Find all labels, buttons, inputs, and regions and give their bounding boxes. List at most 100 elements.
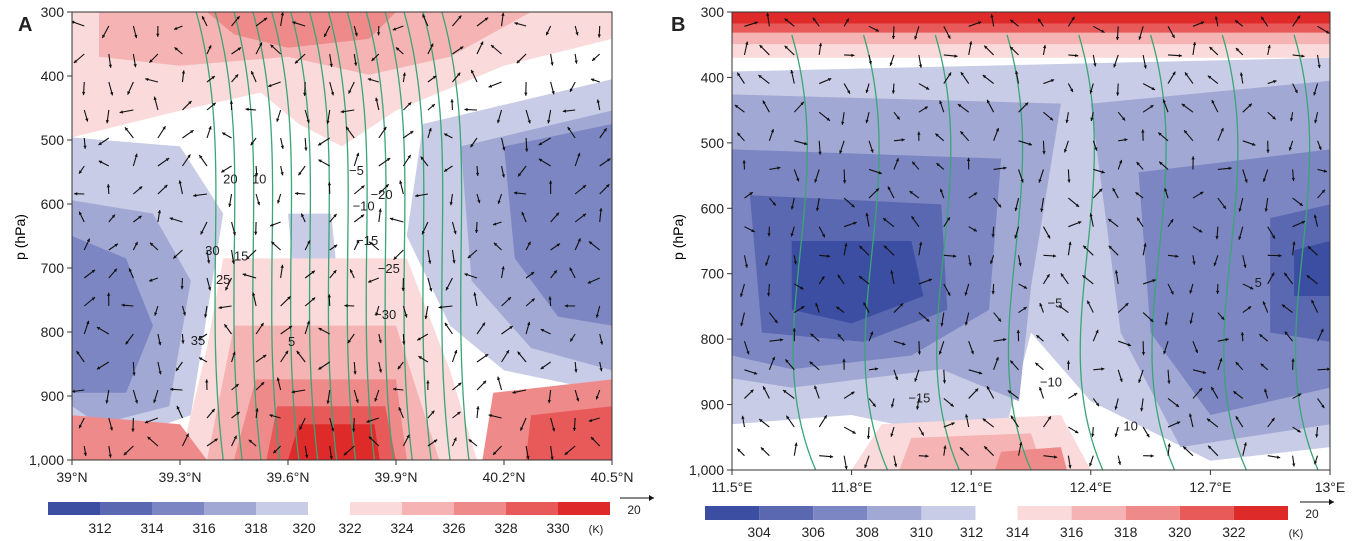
wind-vector: [445, 277, 453, 291]
wind-vector: [108, 268, 118, 279]
colorbar-swatch: [1071, 506, 1126, 520]
wind-vector: [1192, 226, 1203, 233]
wind-vector: [1113, 54, 1119, 68]
wind-vector: [1142, 312, 1154, 323]
wind-vector: [488, 414, 502, 419]
wind-vector: [108, 53, 112, 68]
wind-vector: [982, 74, 994, 84]
wind-vector: [329, 417, 335, 432]
wind-vector: [814, 169, 820, 183]
wind-vector: [1311, 299, 1319, 313]
wind-vector: [153, 96, 159, 111]
wind-vector: [1039, 386, 1044, 399]
wind-vector: [464, 273, 478, 279]
colorbar-tick-label: 304: [747, 524, 771, 540]
wind-vector: [1242, 103, 1253, 113]
wind-vector: [993, 197, 1002, 208]
x-tick-label: 40.5°N: [591, 469, 634, 485]
wind-vector: [1313, 83, 1319, 96]
wind-vector: [1184, 72, 1194, 84]
wind-vector: [767, 226, 771, 237]
wind-vector: [157, 333, 162, 346]
wind-vector: [918, 241, 923, 256]
wind-vector: [149, 242, 159, 251]
wind-vector: [517, 165, 527, 177]
wind-vector: [206, 102, 217, 111]
wind-vector: [1242, 305, 1252, 314]
wind-vector: [175, 361, 183, 372]
wind-vector: [841, 112, 845, 125]
wind-vector: [744, 226, 755, 233]
wind-vector: [1063, 140, 1069, 153]
wind-vector: [353, 25, 358, 37]
wind-vector: [843, 426, 857, 434]
wind-vector: [1093, 367, 1105, 371]
colorbar-tick-label: 322: [338, 520, 362, 536]
wind-vector: [452, 72, 461, 83]
wind-vector: [918, 278, 933, 285]
wind-vector: [476, 193, 481, 204]
wind-vector: [743, 41, 749, 56]
wind-vector: [108, 417, 113, 431]
wind-vector: [245, 249, 257, 260]
wind-vector: [964, 283, 970, 296]
wind-vector: [156, 25, 160, 37]
wind-vector: [225, 277, 233, 291]
wind-vector: [736, 448, 745, 457]
wind-vector: [818, 78, 832, 85]
wind-vector: [470, 69, 478, 83]
wind-vector: [329, 53, 333, 68]
wind-vector: [1217, 166, 1232, 171]
wind-vector: [790, 197, 795, 210]
wind-vector: [476, 17, 489, 27]
wind-vector: [497, 376, 503, 391]
wind-vector: [468, 438, 478, 447]
wind-vector: [1086, 300, 1094, 313]
wind-vector: [124, 126, 134, 139]
panel-b: 11.5°E 11.8°E 12.1°E 12.4°E 12.7°E 13°E 300 400…: [689, 4, 1345, 540]
wind-vector: [1140, 398, 1144, 412]
wind-vector: [1215, 283, 1220, 294]
wind-vector: [248, 439, 257, 447]
wind-vector: [1267, 80, 1277, 85]
wind-vector: [1292, 220, 1306, 228]
wind-vector: [475, 165, 480, 176]
wind-vector: [793, 442, 798, 456]
colorbar-swatch: [350, 502, 402, 515]
wind-vector: [378, 157, 391, 167]
x-tick-label: 11.8°E: [831, 479, 872, 495]
wind-vector: [1167, 398, 1180, 408]
wind-vector: [1162, 99, 1169, 113]
plot-frame: [71, 11, 613, 461]
wind-vector: [1091, 427, 1095, 437]
wind-vector: [982, 418, 994, 428]
wind-vector: [818, 111, 831, 122]
wind-vector: [835, 306, 845, 314]
contour-label: 10: [252, 172, 266, 187]
wind-vector: [474, 221, 479, 234]
wind-vector: [452, 15, 462, 27]
wind-vector: [133, 185, 143, 195]
wind-vector: [255, 381, 265, 391]
wind-vector: [1267, 253, 1282, 258]
wind-vector: [353, 361, 357, 375]
wind-vector: [760, 447, 770, 457]
wind-contour-line: [290, 12, 319, 460]
wind-vector: [78, 211, 85, 223]
wind-vector: [402, 333, 406, 345]
wind-vector: [1189, 312, 1194, 324]
wind-contour-line: [862, 34, 889, 470]
wind-vector: [106, 292, 111, 307]
wind-vector: [1117, 111, 1126, 121]
wind-vector: [572, 417, 577, 431]
wind-vector: [1093, 25, 1105, 34]
wind-vector: [741, 415, 745, 428]
colorbar-swatch: [813, 506, 868, 520]
wind-vector: [231, 383, 240, 391]
wind-vector: [420, 156, 429, 167]
wind-vector: [790, 226, 795, 237]
wind-vector: [1235, 47, 1244, 56]
wind-vector: [1108, 245, 1119, 256]
wind-vector: [1092, 329, 1099, 342]
wind-vector: [1283, 272, 1294, 285]
